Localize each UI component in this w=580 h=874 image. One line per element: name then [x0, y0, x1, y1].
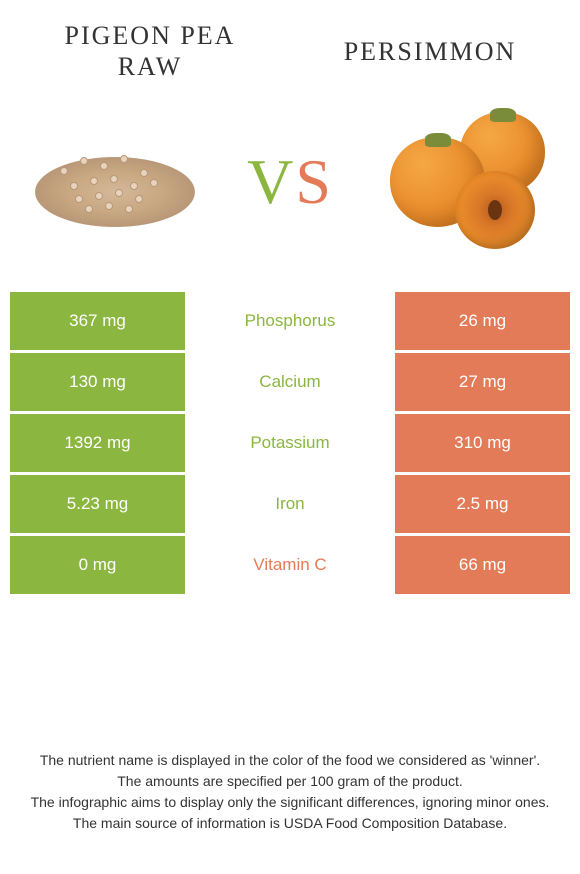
left-value-cell: 367 mg — [10, 292, 185, 350]
nutrient-name-cell: Vitamin C — [185, 536, 395, 594]
footer-line-4: The main source of information is USDA F… — [20, 813, 560, 834]
footer-notes: The nutrient name is displayed in the co… — [0, 750, 580, 834]
right-value-cell: 26 mg — [395, 292, 570, 350]
left-value-cell: 1392 mg — [10, 414, 185, 472]
left-food-title: Pigeon pea raw — [50, 20, 250, 82]
right-food-title: Persimmon — [330, 36, 530, 67]
left-title-line2: raw — [118, 52, 183, 81]
table-row: 0 mgVitamin C66 mg — [10, 536, 570, 594]
right-value-cell: 66 mg — [395, 536, 570, 594]
nutrient-name-cell: Phosphorus — [185, 292, 395, 350]
vs-s: S — [295, 145, 333, 219]
persimmon-icon — [380, 107, 550, 257]
left-value-cell: 5.23 mg — [10, 475, 185, 533]
table-row: 1392 mgPotassium310 mg — [10, 414, 570, 472]
left-value-cell: 0 mg — [10, 536, 185, 594]
right-title: Persimmon — [344, 37, 517, 66]
vs-label: VS — [247, 145, 333, 219]
header: Pigeon pea raw Persimmon — [0, 0, 580, 92]
images-row: VS — [0, 92, 580, 292]
pigeon-pea-icon — [30, 127, 200, 237]
vs-v: V — [247, 145, 295, 219]
table-row: 5.23 mgIron2.5 mg — [10, 475, 570, 533]
right-food-image — [380, 112, 550, 252]
footer-line-2: The amounts are specified per 100 gram o… — [20, 771, 560, 792]
right-value-cell: 2.5 mg — [395, 475, 570, 533]
footer-line-1: The nutrient name is displayed in the co… — [20, 750, 560, 771]
nutrient-table: 367 mgPhosphorus26 mg130 mgCalcium27 mg1… — [10, 292, 570, 594]
nutrient-name-cell: Calcium — [185, 353, 395, 411]
nutrient-name-cell: Iron — [185, 475, 395, 533]
left-value-cell: 130 mg — [10, 353, 185, 411]
table-row: 130 mgCalcium27 mg — [10, 353, 570, 411]
left-food-image — [30, 112, 200, 252]
table-row: 367 mgPhosphorus26 mg — [10, 292, 570, 350]
nutrient-name-cell: Potassium — [185, 414, 395, 472]
footer-line-3: The infographic aims to display only the… — [20, 792, 560, 813]
right-value-cell: 310 mg — [395, 414, 570, 472]
right-value-cell: 27 mg — [395, 353, 570, 411]
left-title-line1: Pigeon pea — [65, 21, 236, 50]
